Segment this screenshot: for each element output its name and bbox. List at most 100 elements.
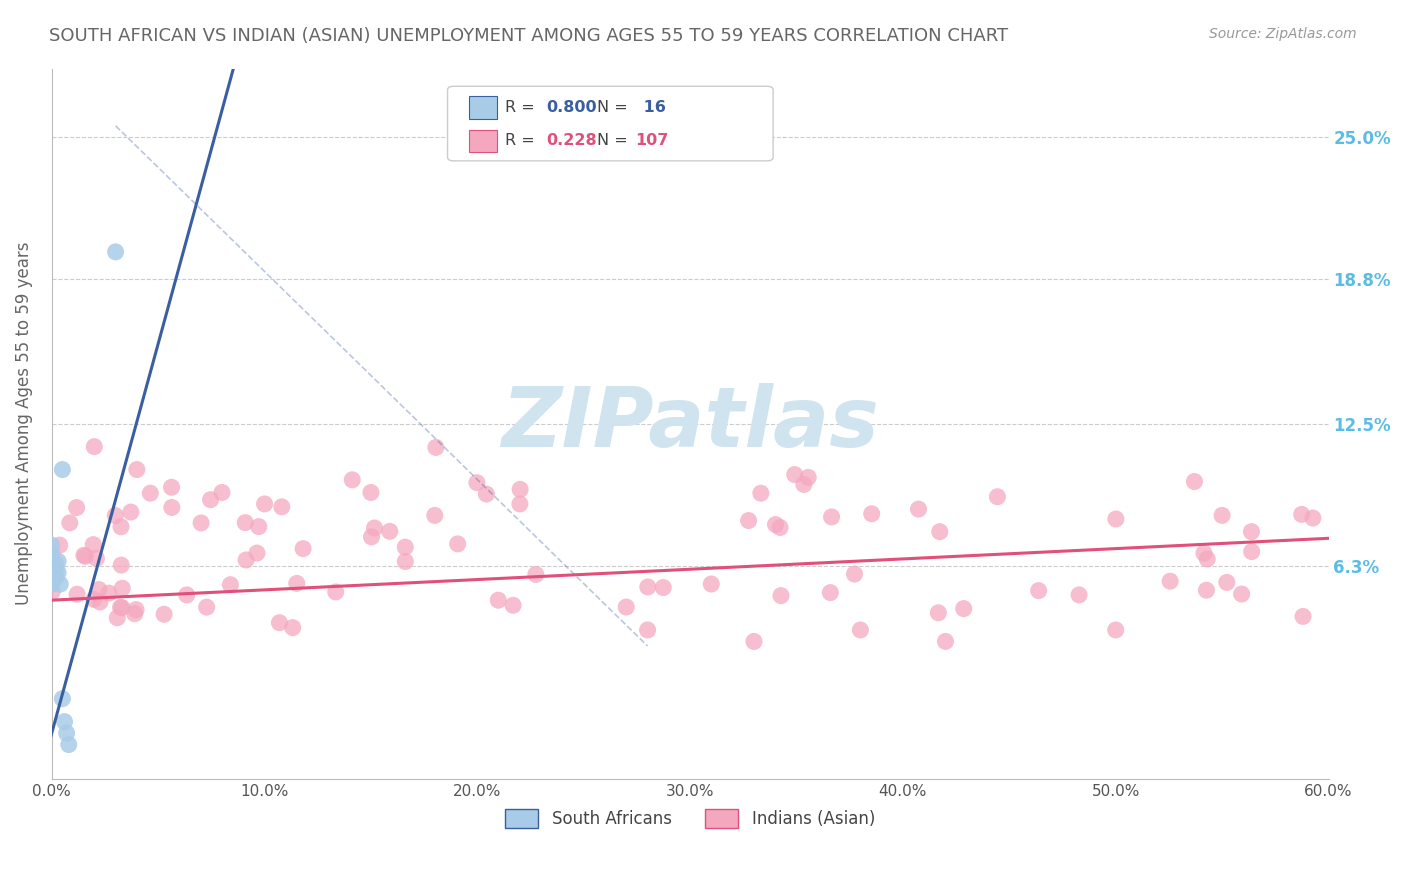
Point — [285, 576, 308, 591]
Point — [253, 497, 276, 511]
Point — [87, 582, 110, 597]
Point — [783, 467, 806, 482]
Point — [742, 634, 765, 648]
Point — [652, 581, 675, 595]
Point — [139, 486, 162, 500]
Text: 107: 107 — [636, 134, 669, 148]
Point — [86, 551, 108, 566]
Point — [49, 577, 72, 591]
Text: N =: N = — [598, 100, 633, 115]
Point — [200, 492, 222, 507]
Text: ZIPatlas: ZIPatlas — [501, 384, 879, 464]
Point — [105, 611, 128, 625]
Legend: South Africans, Indians (Asian): South Africans, Indians (Asian) — [499, 802, 882, 835]
Point — [51, 462, 73, 476]
Point — [907, 502, 929, 516]
Point — [211, 485, 233, 500]
Point — [55, 726, 77, 740]
Point — [125, 462, 148, 476]
Point — [270, 500, 292, 514]
Point — [1302, 511, 1324, 525]
Point — [110, 558, 132, 573]
Point — [104, 244, 127, 259]
Point — [486, 593, 509, 607]
Point — [246, 546, 269, 560]
Text: R =: R = — [505, 100, 540, 115]
Point — [1216, 575, 1239, 590]
Point — [637, 623, 659, 637]
Point — [1192, 546, 1215, 560]
Point — [44, 565, 66, 579]
Point — [83, 440, 105, 454]
Point — [769, 520, 792, 534]
Point — [700, 577, 723, 591]
Point — [360, 530, 382, 544]
Point — [247, 519, 270, 533]
Point — [111, 581, 134, 595]
Point — [111, 600, 134, 615]
Point — [41, 538, 63, 552]
Point — [233, 516, 256, 530]
Point — [110, 520, 132, 534]
Point — [509, 497, 531, 511]
Point — [45, 557, 67, 571]
Point — [48, 538, 70, 552]
Point — [160, 500, 183, 515]
Point — [51, 691, 73, 706]
Point — [447, 537, 470, 551]
Point — [524, 567, 547, 582]
Point — [46, 566, 69, 580]
Point — [1240, 524, 1263, 539]
Point — [614, 600, 637, 615]
Point — [342, 473, 364, 487]
Point — [53, 714, 76, 729]
Point — [281, 621, 304, 635]
Text: R =: R = — [505, 134, 540, 148]
Point — [66, 500, 89, 515]
Point — [849, 623, 872, 637]
Point — [793, 477, 815, 491]
Point — [844, 567, 866, 582]
Point — [637, 580, 659, 594]
Point — [292, 541, 315, 556]
Point — [41, 547, 63, 561]
Point — [58, 738, 80, 752]
Point — [219, 577, 242, 591]
Point — [1067, 588, 1090, 602]
Point — [952, 601, 974, 615]
Text: Source: ZipAtlas.com: Source: ZipAtlas.com — [1209, 27, 1357, 41]
Point — [41, 577, 63, 591]
Point — [797, 470, 820, 484]
Point — [235, 553, 257, 567]
Point — [41, 554, 63, 568]
Point — [360, 485, 382, 500]
Point — [104, 508, 127, 523]
Point — [502, 599, 524, 613]
Point — [1028, 583, 1050, 598]
Point — [820, 585, 842, 599]
Point — [475, 487, 498, 501]
Point — [41, 566, 63, 580]
Point — [769, 589, 792, 603]
Point — [860, 507, 883, 521]
Point — [75, 549, 97, 564]
Point — [160, 480, 183, 494]
Point — [363, 521, 385, 535]
Point — [190, 516, 212, 530]
Point — [465, 475, 488, 490]
Point — [41, 584, 63, 599]
Point — [749, 486, 772, 500]
Point — [66, 587, 89, 601]
Point — [394, 554, 416, 568]
Point — [765, 517, 787, 532]
Point — [45, 561, 67, 575]
Point — [423, 508, 446, 523]
Point — [124, 607, 146, 621]
Point — [934, 634, 956, 648]
Point — [73, 548, 96, 562]
Point — [59, 516, 82, 530]
Point — [125, 602, 148, 616]
Text: 0.228: 0.228 — [546, 134, 596, 148]
Point — [1184, 475, 1206, 489]
Point — [98, 586, 121, 600]
